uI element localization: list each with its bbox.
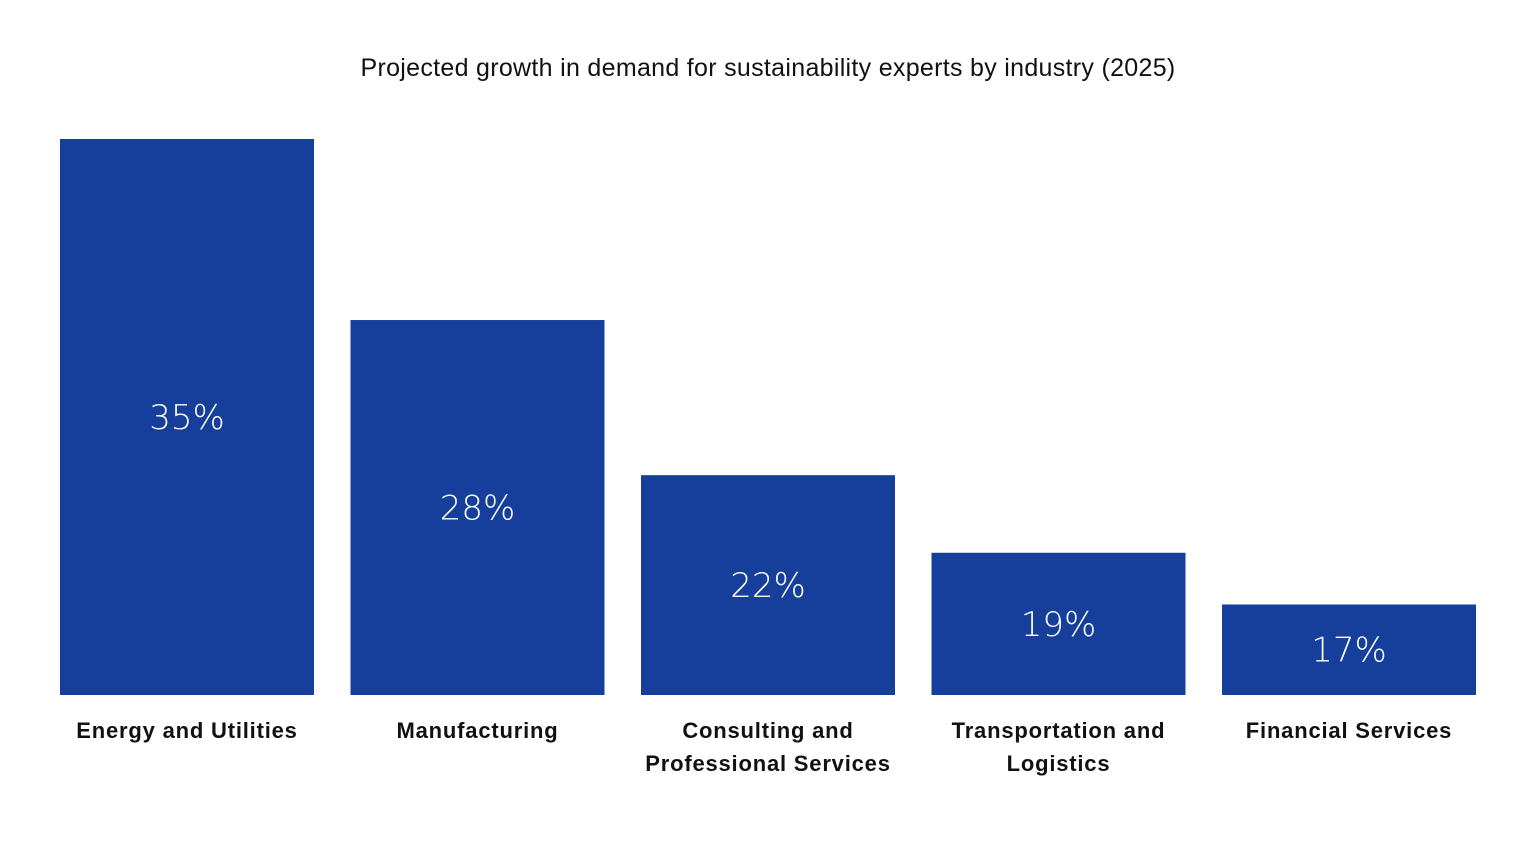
x-tick-label: Energy and Utilities bbox=[76, 718, 298, 743]
data-label: 19% bbox=[1021, 605, 1097, 645]
bar bbox=[60, 139, 314, 695]
data-label: 17% bbox=[1311, 631, 1387, 671]
bar bbox=[1222, 604, 1476, 695]
x-tick-label: Financial Services bbox=[1245, 718, 1453, 743]
data-label: 22% bbox=[730, 566, 806, 606]
bar bbox=[350, 320, 605, 695]
bar bbox=[931, 552, 1186, 695]
chart-title: Projected growth in demand for sustainab… bbox=[360, 54, 1176, 82]
bar bbox=[641, 475, 895, 695]
x-tick-label: Transportation and Logistics bbox=[951, 718, 1166, 776]
x-tick-label: Manufacturing bbox=[396, 718, 559, 743]
data-label: 28% bbox=[440, 489, 516, 529]
data-label: 35% bbox=[149, 398, 225, 438]
x-tick-label: Consulting and Professional Services bbox=[645, 718, 891, 776]
